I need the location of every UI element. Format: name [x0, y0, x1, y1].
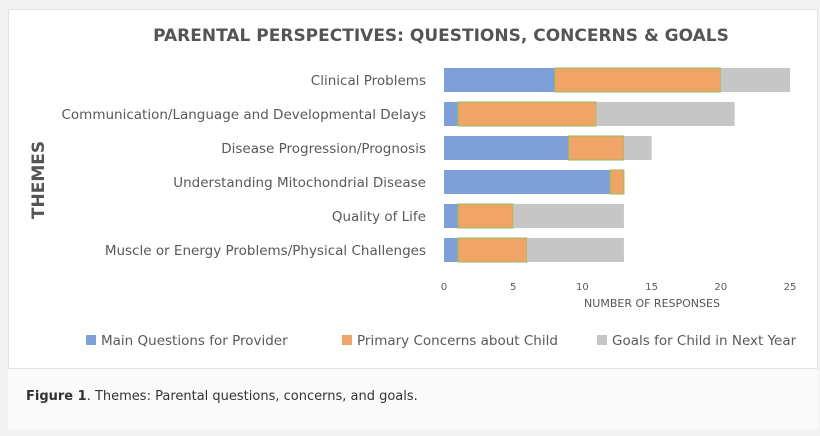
bar-main-questions-for-provider-disease-progression-prognosis: [444, 136, 569, 160]
legend-label: Primary Concerns about Child: [357, 333, 558, 349]
y-axis-title: THEMES: [29, 141, 49, 219]
legend-item-main-questions-for-provider: Main Questions for Provider: [86, 333, 288, 349]
category-label: Understanding Mitochondrial Disease: [173, 175, 426, 191]
category-label: Disease Progression/Prognosis: [221, 141, 426, 157]
bar-goals-for-child-in-next-year-clinical-problems: [720, 68, 790, 92]
x-tick-label: 15: [645, 282, 658, 293]
legend-item-primary-concerns-about-child: Primary Concerns about Child: [342, 333, 558, 349]
bar-main-questions-for-provider-clinical-problems: [444, 68, 555, 92]
bar-goals-for-child-in-next-year-communication-language-and-developmental-delays: [596, 102, 735, 126]
figure-caption: Figure 1. Themes: Parental questions, co…: [26, 389, 418, 404]
legend: Main Questions for Provider Primary Conce…: [86, 333, 797, 349]
bar-main-questions-for-provider-understanding-mitochondrial-disease: [444, 170, 611, 194]
bar-main-questions-for-provider-communication-language-and-developmental-delays: [444, 102, 458, 126]
x-tick-label: 5: [510, 282, 516, 293]
legend-label: Main Questions for Provider: [101, 333, 288, 349]
x-tick-label: 25: [784, 282, 797, 293]
x-axis-ticks: 0 5 10 15 20 25: [441, 282, 797, 293]
bar-goals-for-child-in-next-year-disease-progression-prognosis: [623, 136, 652, 160]
bar-goals-for-child-in-next-year-muscle-or-energy-problems-physical-challenges: [527, 238, 624, 262]
category-label: Muscle or Energy Problems/Physical Chall…: [105, 243, 426, 259]
legend-label: Goals for Child in Next Year: [612, 333, 797, 349]
caption-label: Figure 1: [26, 389, 87, 404]
category-label: Communication/Language and Developmental…: [62, 107, 427, 123]
caption-text: . Themes: Parental questions, concerns, …: [86, 389, 418, 404]
bar-goals-for-child-in-next-year-quality-of-life: [513, 204, 624, 228]
bar-primary-concerns-about-child-communication-language-and-developmental-delays: [457, 101, 597, 127]
bar-primary-concerns-about-child-quality-of-life: [457, 203, 514, 229]
legend-swatch: [86, 335, 96, 345]
x-tick-label: 20: [714, 282, 727, 293]
bar-primary-concerns-about-child-clinical-problems: [554, 67, 722, 93]
bars-layer: [444, 67, 790, 263]
x-axis-title: NUMBER OF RESPONSES: [584, 297, 720, 310]
bar-main-questions-for-provider-quality-of-life: [444, 204, 458, 228]
bar-primary-concerns-about-child-disease-progression-prognosis: [568, 135, 625, 161]
legend-item-goals-for-child-in-next-year: Goals for Child in Next Year: [597, 333, 797, 349]
legend-swatch: [342, 335, 352, 345]
x-tick-label: 0: [441, 282, 447, 293]
category-label: Quality of Life: [332, 209, 426, 225]
caption-area: Figure 1. Themes: Parental questions, co…: [8, 368, 818, 429]
legend-swatch: [597, 335, 607, 345]
bar-primary-concerns-about-child-understanding-mitochondrial-disease: [609, 169, 625, 195]
bar-main-questions-for-provider-muscle-or-energy-problems-physical-challenges: [444, 238, 458, 262]
chart-title: PARENTAL PERSPECTIVES: QUESTIONS, CONCER…: [153, 26, 729, 46]
bar-primary-concerns-about-child-muscle-or-energy-problems-physical-challenges: [457, 237, 528, 263]
x-tick-label: 10: [576, 282, 589, 293]
category-labels: Clinical Problems Communication/Language …: [62, 73, 427, 259]
category-label: Clinical Problems: [311, 73, 426, 89]
